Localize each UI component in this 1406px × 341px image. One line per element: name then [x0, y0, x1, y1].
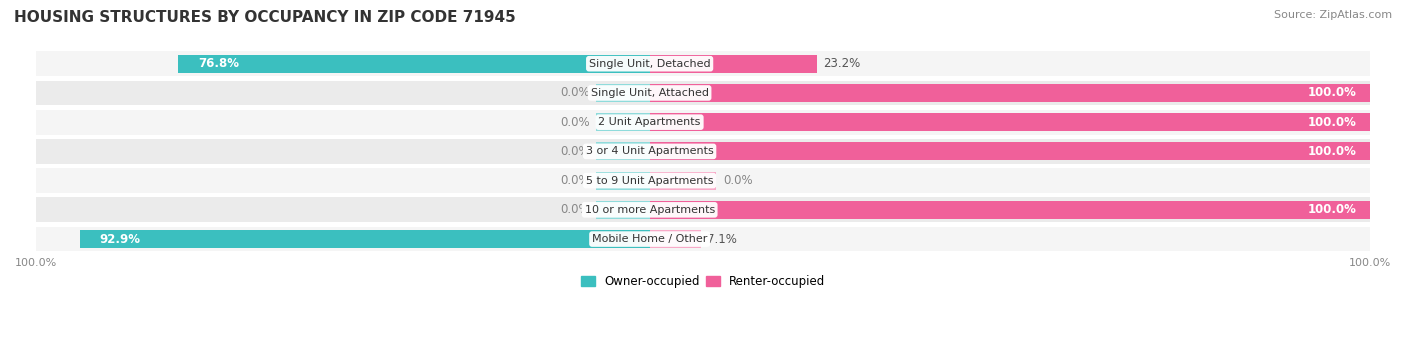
Bar [596, 113, 650, 131]
Text: Single Unit, Detached: Single Unit, Detached [589, 59, 710, 69]
Text: Single Unit, Attached: Single Unit, Attached [591, 88, 709, 98]
Bar [650, 230, 700, 248]
Bar [650, 55, 817, 73]
Legend: Owner-occupied, Renter-occupied: Owner-occupied, Renter-occupied [576, 270, 830, 293]
Text: 0.0%: 0.0% [560, 145, 589, 158]
Bar [650, 172, 716, 190]
Text: Source: ZipAtlas.com: Source: ZipAtlas.com [1274, 10, 1392, 20]
Bar [37, 227, 1369, 251]
Text: 5 to 9 Unit Apartments: 5 to 9 Unit Apartments [586, 176, 713, 186]
Bar [37, 139, 1369, 164]
Text: 2 Unit Apartments: 2 Unit Apartments [599, 117, 700, 127]
Bar [179, 55, 650, 73]
Bar [596, 84, 650, 102]
Bar [37, 168, 1369, 193]
Bar [596, 142, 650, 161]
Text: 0.0%: 0.0% [723, 174, 752, 187]
Text: 0.0%: 0.0% [560, 116, 589, 129]
Bar [80, 230, 650, 248]
Text: 92.9%: 92.9% [100, 233, 141, 246]
Text: 100.0%: 100.0% [1308, 86, 1357, 100]
Text: 3 or 4 Unit Apartments: 3 or 4 Unit Apartments [586, 146, 713, 157]
Text: 0.0%: 0.0% [560, 174, 589, 187]
Text: 0.0%: 0.0% [560, 203, 589, 216]
Bar [650, 142, 1369, 161]
Text: 76.8%: 76.8% [198, 57, 239, 70]
Bar [37, 110, 1369, 135]
Text: HOUSING STRUCTURES BY OCCUPANCY IN ZIP CODE 71945: HOUSING STRUCTURES BY OCCUPANCY IN ZIP C… [14, 10, 516, 25]
Text: 23.2%: 23.2% [824, 57, 860, 70]
Bar [37, 80, 1369, 105]
Bar [37, 51, 1369, 76]
Bar [650, 113, 1369, 131]
Text: 10 or more Apartments: 10 or more Apartments [585, 205, 714, 215]
Text: 0.0%: 0.0% [560, 86, 589, 100]
Text: Mobile Home / Other: Mobile Home / Other [592, 234, 707, 244]
Bar [596, 201, 650, 219]
Text: 100.0%: 100.0% [1308, 145, 1357, 158]
Text: 7.1%: 7.1% [707, 233, 737, 246]
Text: 100.0%: 100.0% [1308, 203, 1357, 216]
Bar [650, 84, 1369, 102]
Bar [596, 172, 650, 190]
Bar [37, 197, 1369, 222]
Text: 100.0%: 100.0% [1308, 116, 1357, 129]
Bar [650, 201, 1369, 219]
